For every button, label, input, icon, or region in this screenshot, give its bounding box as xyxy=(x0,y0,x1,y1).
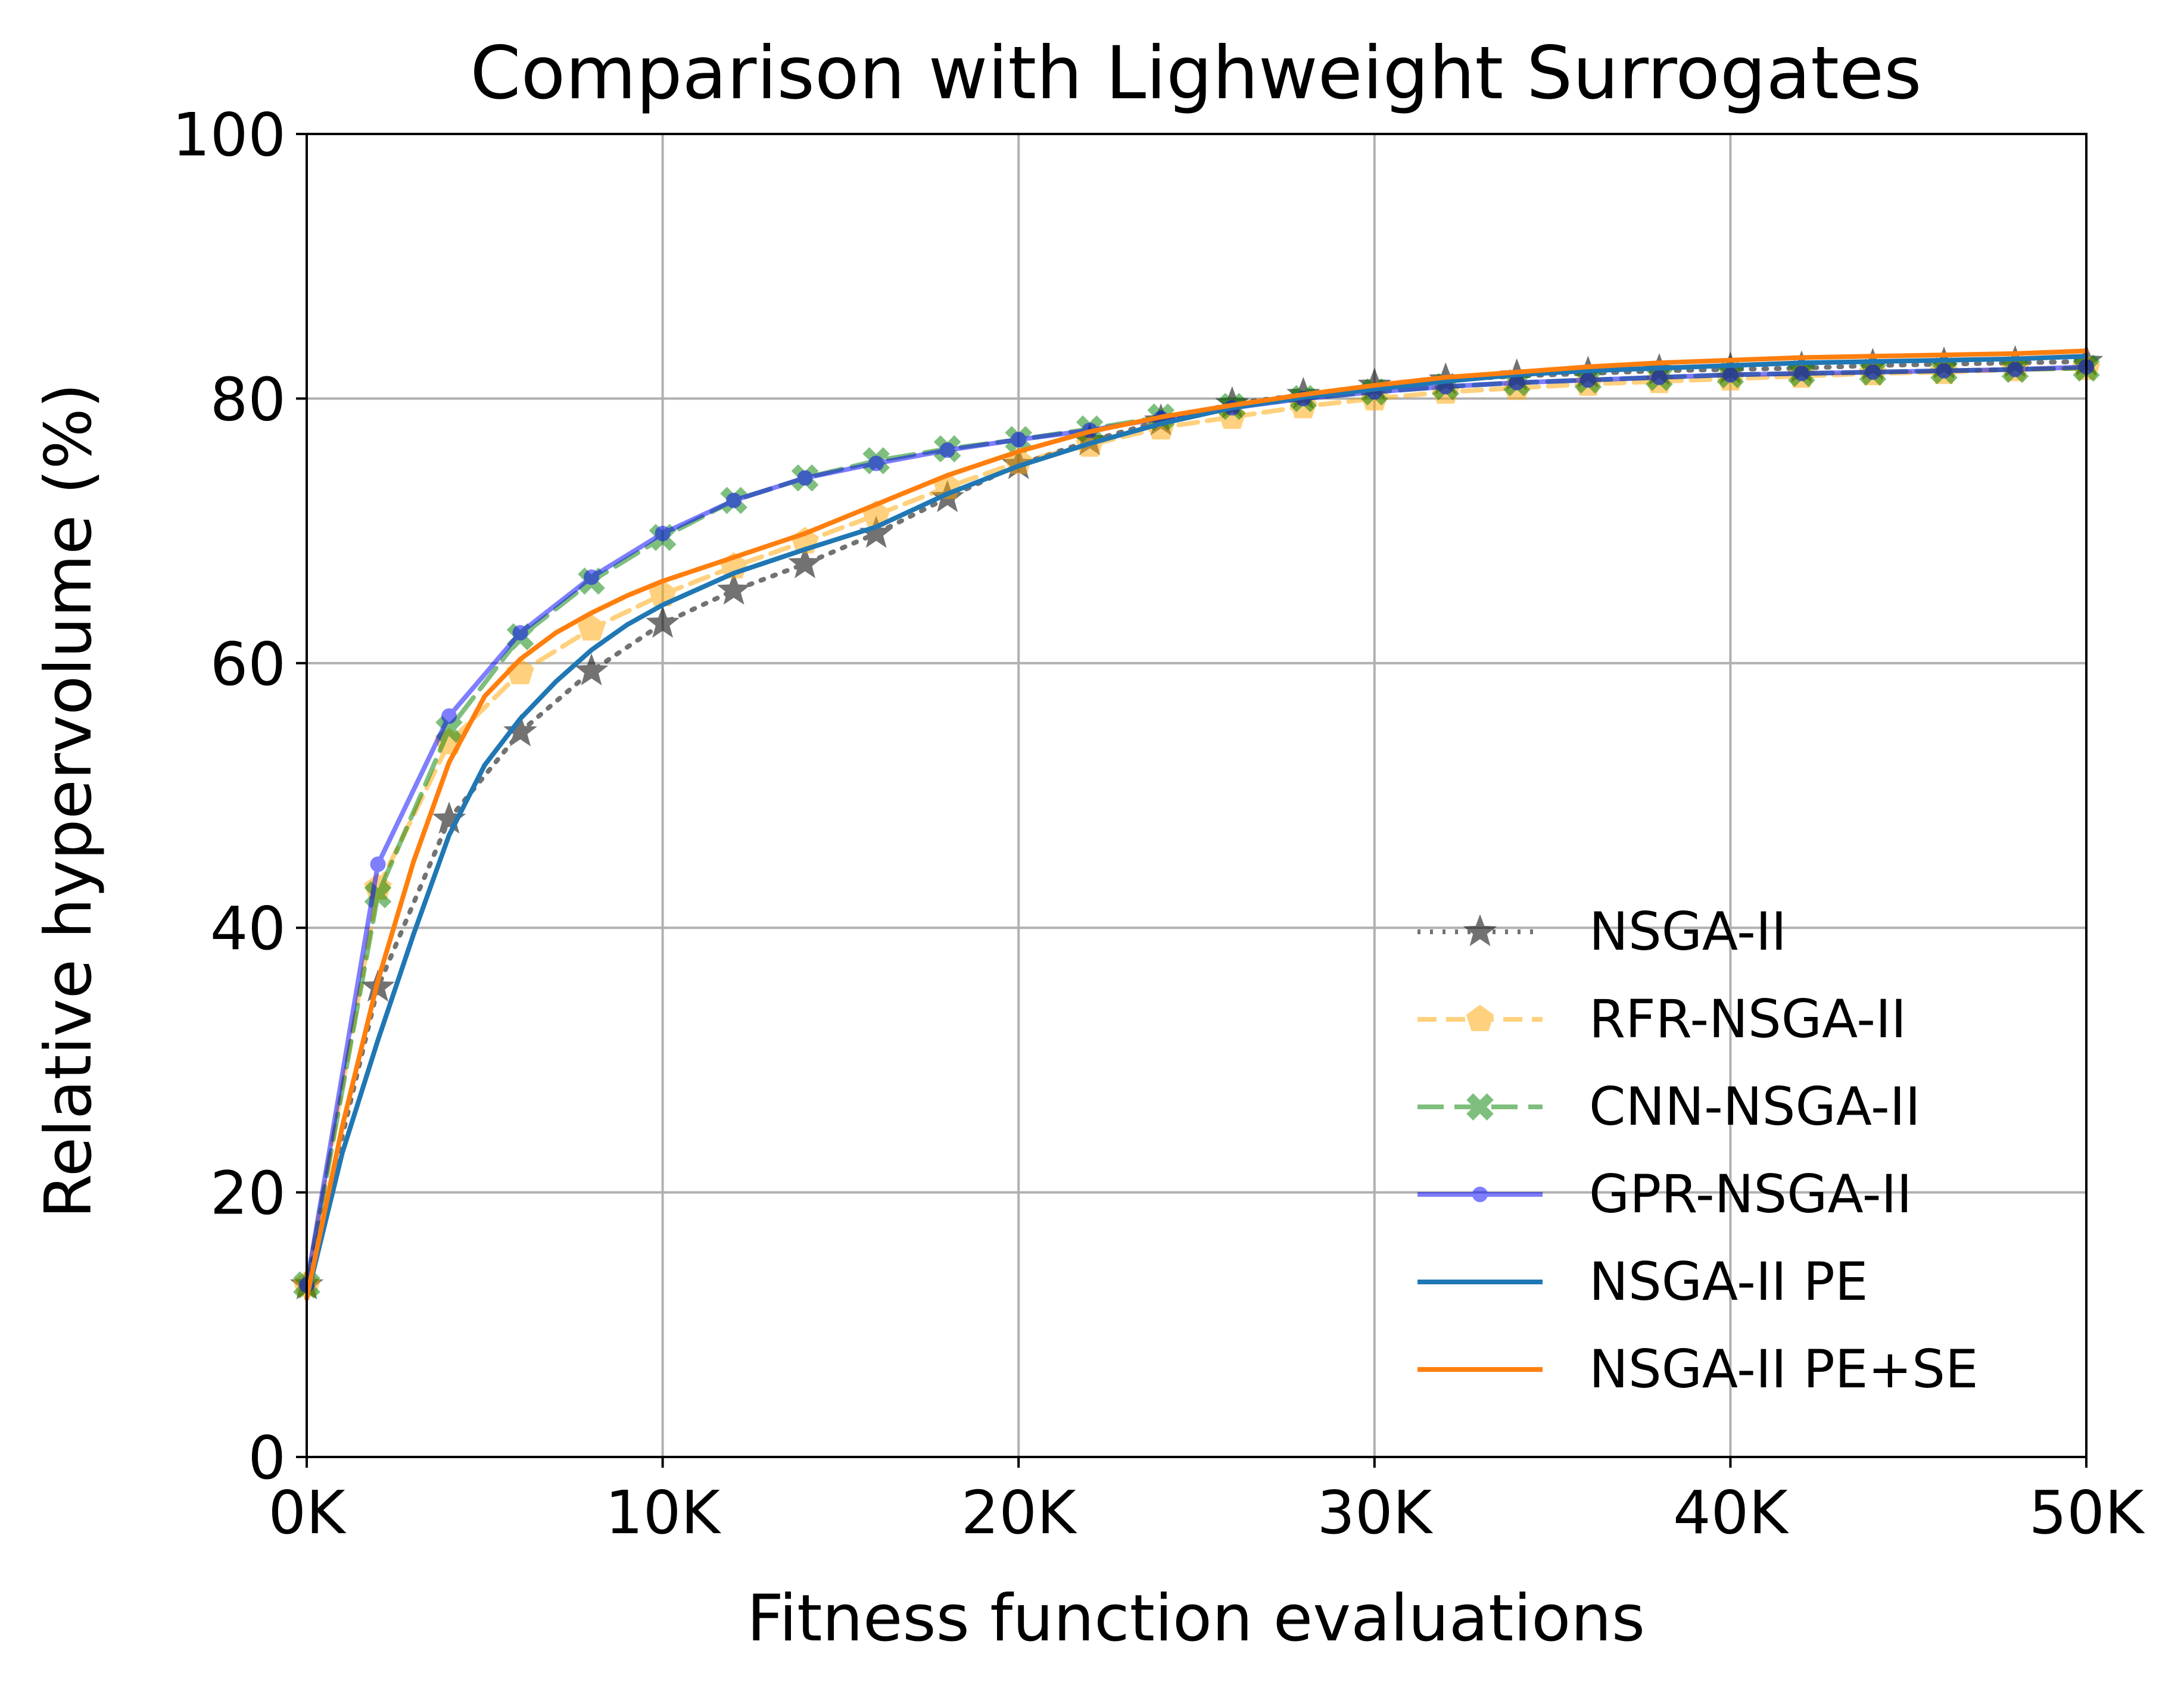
x-tick-label: 40K xyxy=(1673,1478,1789,1547)
star-marker xyxy=(788,546,822,579)
star-marker xyxy=(574,653,609,686)
x-axis-ticks: 0K 10K 20K 30K 40K 50K xyxy=(268,1457,2145,1547)
star-marker xyxy=(716,572,751,605)
dot-marker xyxy=(1580,372,1596,388)
dot-marker xyxy=(1509,375,1525,391)
series-nsga-ii-pe-se xyxy=(304,348,2089,1301)
x-tick-label: 30K xyxy=(1317,1478,1433,1547)
dot-marker xyxy=(2007,361,2023,377)
legend-entry xyxy=(1417,914,1543,947)
dot-marker xyxy=(1936,363,1952,379)
legend-label: NSGA-II PE xyxy=(1589,1251,1868,1312)
dot-marker xyxy=(584,569,600,585)
legend-label: CNN-NSGA-II xyxy=(1589,1076,1921,1137)
x-axis-label: Fitness function evaluations xyxy=(747,1581,1645,1656)
legend-entry xyxy=(1417,1187,1543,1202)
series-line xyxy=(304,354,2089,1301)
dot-marker xyxy=(797,470,813,486)
dot-marker xyxy=(1651,369,1667,385)
y-tick-label: 100 xyxy=(172,100,286,170)
x-tick-label: 10K xyxy=(605,1478,721,1547)
y-tick-label: 60 xyxy=(210,629,286,699)
y-tick-label: 80 xyxy=(210,364,286,434)
x-tick-label: 20K xyxy=(961,1478,1077,1547)
dot-marker xyxy=(512,625,528,641)
dot-marker xyxy=(1011,432,1027,448)
dot-marker xyxy=(1793,366,1809,382)
dot-marker xyxy=(868,455,884,472)
legend-entry xyxy=(1417,1093,1543,1121)
legend-label: RFR-NSGA-II xyxy=(1589,988,1906,1050)
chart-title: Comparison with Lighweight Surrogates xyxy=(470,31,1921,116)
y-axis-label: Relative hypervolume (%) xyxy=(32,383,106,1219)
dot-marker xyxy=(441,708,457,724)
y-tick-label: 0 xyxy=(248,1423,286,1493)
x-tick-label: 50K xyxy=(2029,1478,2145,1547)
series-line xyxy=(304,359,2089,1288)
dot-marker xyxy=(1722,367,1739,383)
x-tick-label: 0K xyxy=(268,1478,347,1547)
dot-marker xyxy=(1865,364,1881,380)
pentagon-marker xyxy=(1466,1004,1494,1031)
series-line xyxy=(304,348,2089,1301)
dot-marker xyxy=(655,526,671,542)
dot-marker xyxy=(939,442,955,458)
legend-label: GPR-NSGA-II xyxy=(1589,1163,1912,1225)
legend-entry xyxy=(1417,1004,1543,1031)
x-marker xyxy=(1466,1093,1494,1121)
series-nsga-ii-pe xyxy=(304,354,2089,1301)
star-marker xyxy=(646,606,680,638)
y-axis-ticks: 0 20 40 60 80 100 xyxy=(172,100,307,1493)
y-tick-label: 20 xyxy=(210,1159,286,1228)
star-marker xyxy=(503,714,537,747)
dot-marker xyxy=(370,856,386,872)
star-marker xyxy=(1463,914,1497,947)
pentagon-marker xyxy=(577,614,606,641)
legend: NSGA-II RFR-NSGA-II CNN-NSGA-II GPR-NSGA-II… xyxy=(1417,901,1979,1400)
legend-label: NSGA-II xyxy=(1589,901,1787,962)
dot-marker xyxy=(1472,1187,1488,1202)
plot-frame xyxy=(306,133,2088,1458)
dot-marker xyxy=(726,492,742,508)
y-tick-label: 40 xyxy=(210,894,286,963)
legend-label: NSGA-II PE+SE xyxy=(1589,1338,1979,1400)
